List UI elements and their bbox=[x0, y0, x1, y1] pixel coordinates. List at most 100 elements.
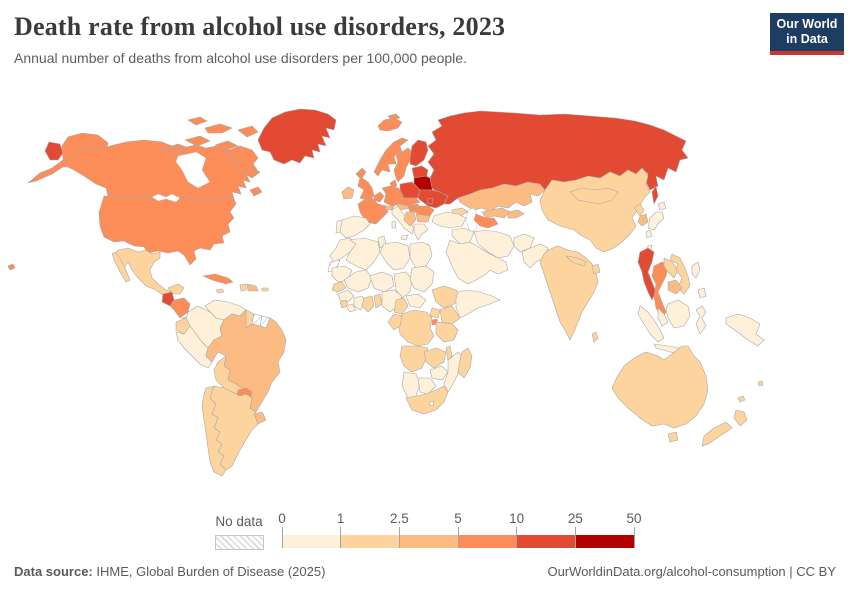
country-zimbabwe[interactable] bbox=[429, 365, 449, 381]
country-turkey[interactable] bbox=[431, 211, 467, 229]
country-canada-island-6[interactable] bbox=[187, 116, 208, 126]
country-egypt[interactable] bbox=[409, 241, 433, 269]
country-nepal[interactable] bbox=[565, 255, 587, 267]
country-bangladesh[interactable] bbox=[591, 263, 601, 275]
country-philippines-mindanao[interactable] bbox=[697, 287, 707, 299]
country-iceland[interactable] bbox=[377, 117, 403, 132]
country-puerto-rico[interactable] bbox=[261, 287, 269, 292]
country-sardinia[interactable] bbox=[391, 220, 397, 229]
country-sweden[interactable] bbox=[393, 147, 413, 183]
country-canada-island-1[interactable] bbox=[158, 145, 186, 155]
legend-bucket-5-10[interactable] bbox=[458, 535, 517, 548]
country-cameroon[interactable] bbox=[393, 297, 409, 315]
country-vietnam[interactable] bbox=[669, 253, 691, 295]
country-usa[interactable] bbox=[98, 195, 237, 266]
country-zambia[interactable] bbox=[423, 347, 447, 369]
country-uganda[interactable] bbox=[429, 307, 441, 319]
country-canada-island-5[interactable] bbox=[237, 125, 259, 138]
country-sakhalin[interactable] bbox=[651, 185, 659, 205]
country-tasmania[interactable] bbox=[667, 431, 679, 443]
country-russia-chukotka[interactable] bbox=[44, 141, 64, 161]
country-svalbard[interactable] bbox=[387, 113, 401, 121]
country-canada-island-3[interactable] bbox=[204, 123, 233, 134]
country-malawi[interactable] bbox=[445, 345, 453, 361]
country-mali[interactable] bbox=[343, 269, 373, 293]
country-serbia-balkans[interactable] bbox=[403, 211, 417, 227]
country-united-kingdom[interactable] bbox=[355, 167, 375, 201]
country-borneo[interactable] bbox=[665, 299, 691, 329]
country-namibia[interactable] bbox=[401, 371, 421, 399]
country-new-caledonia[interactable] bbox=[737, 395, 746, 403]
legend-bucket-10-25[interactable] bbox=[516, 535, 576, 548]
country-senegal[interactable] bbox=[331, 281, 347, 293]
country-haiti[interactable] bbox=[239, 283, 247, 292]
country-france[interactable] bbox=[357, 197, 389, 225]
legend-bucket-25-50[interactable] bbox=[575, 535, 635, 548]
country-jamaica[interactable] bbox=[215, 288, 225, 294]
country-dominican-republic[interactable] bbox=[246, 283, 259, 292]
country-baja[interactable] bbox=[111, 252, 131, 283]
country-cuba[interactable] bbox=[201, 273, 234, 285]
country-liberia[interactable] bbox=[345, 303, 357, 313]
country-sicily[interactable] bbox=[400, 234, 409, 241]
country-madagascar[interactable] bbox=[457, 347, 473, 379]
country-nz-south-island[interactable] bbox=[701, 421, 733, 447]
legend-bucket-0-1[interactable] bbox=[282, 535, 341, 548]
country-guinea[interactable] bbox=[337, 289, 355, 303]
country-kyrgyzstan-tajikistan[interactable] bbox=[507, 209, 525, 219]
country-sumatra[interactable] bbox=[637, 305, 665, 343]
country-ireland[interactable] bbox=[341, 186, 355, 200]
country-central-african-republic[interactable] bbox=[405, 293, 427, 309]
country-portugal[interactable] bbox=[335, 219, 343, 234]
country-sudan[interactable] bbox=[409, 265, 435, 293]
country-bulgaria[interactable] bbox=[415, 213, 431, 223]
no-data-swatch[interactable] bbox=[215, 535, 264, 550]
country-canada-island-2[interactable] bbox=[184, 135, 211, 147]
country-sri-lanka[interactable] bbox=[591, 331, 599, 343]
country-fiji[interactable] bbox=[757, 380, 764, 387]
country-greece[interactable] bbox=[413, 223, 429, 241]
country-dr-congo[interactable] bbox=[397, 309, 435, 347]
country-italy[interactable] bbox=[391, 205, 415, 235]
world-map[interactable] bbox=[0, 85, 850, 515]
country-angola[interactable] bbox=[399, 345, 429, 373]
country-kazakhstan[interactable] bbox=[457, 181, 546, 213]
country-togo-benin[interactable] bbox=[373, 293, 383, 309]
country-czechia-slovakia[interactable] bbox=[399, 197, 421, 207]
country-honduras-nicaragua[interactable] bbox=[169, 297, 191, 319]
country-philippines-luzon[interactable] bbox=[691, 261, 701, 279]
country-finland[interactable] bbox=[409, 139, 429, 167]
country-spain[interactable] bbox=[337, 215, 371, 239]
country-north-korea[interactable] bbox=[633, 203, 645, 217]
country-chad[interactable] bbox=[393, 271, 413, 299]
country-japan-honshu[interactable] bbox=[647, 211, 665, 231]
country-sulawesi[interactable] bbox=[695, 305, 707, 335]
owid-logo[interactable]: Our World in Data bbox=[770, 13, 844, 55]
country-malaysia[interactable] bbox=[657, 307, 669, 327]
country-mongolia[interactable] bbox=[569, 187, 619, 205]
country-baffin-island[interactable] bbox=[224, 145, 261, 179]
legend-bucket-2.5-5[interactable] bbox=[399, 535, 459, 548]
country-lesotho[interactable] bbox=[428, 400, 435, 407]
country-china[interactable] bbox=[539, 167, 651, 253]
country-chile[interactable] bbox=[201, 385, 227, 477]
country-syria-iraq[interactable] bbox=[451, 227, 475, 245]
country-uzbekistan[interactable] bbox=[481, 207, 511, 219]
country-laos[interactable] bbox=[663, 257, 679, 279]
legend-bucket-1-2.5[interactable] bbox=[340, 535, 400, 548]
country-arabian-peninsula[interactable] bbox=[445, 239, 509, 285]
country-niger[interactable] bbox=[369, 271, 395, 293]
country-kenya[interactable] bbox=[439, 305, 461, 325]
country-tanzania[interactable] bbox=[435, 321, 459, 343]
attribution-link[interactable]: OurWorldinData.org/alcohol-consumption |… bbox=[547, 564, 836, 579]
country-greenland[interactable] bbox=[257, 108, 337, 165]
country-south-africa[interactable] bbox=[405, 385, 449, 415]
country-botswana[interactable] bbox=[417, 377, 437, 395]
country-newfoundland[interactable] bbox=[249, 186, 263, 197]
country-india[interactable] bbox=[539, 245, 599, 341]
country-iran[interactable] bbox=[473, 229, 515, 259]
country-somalia[interactable] bbox=[455, 289, 501, 319]
country-moldova[interactable] bbox=[426, 197, 434, 205]
country-libya[interactable] bbox=[379, 241, 411, 271]
country-congo-gabon[interactable] bbox=[387, 313, 403, 331]
